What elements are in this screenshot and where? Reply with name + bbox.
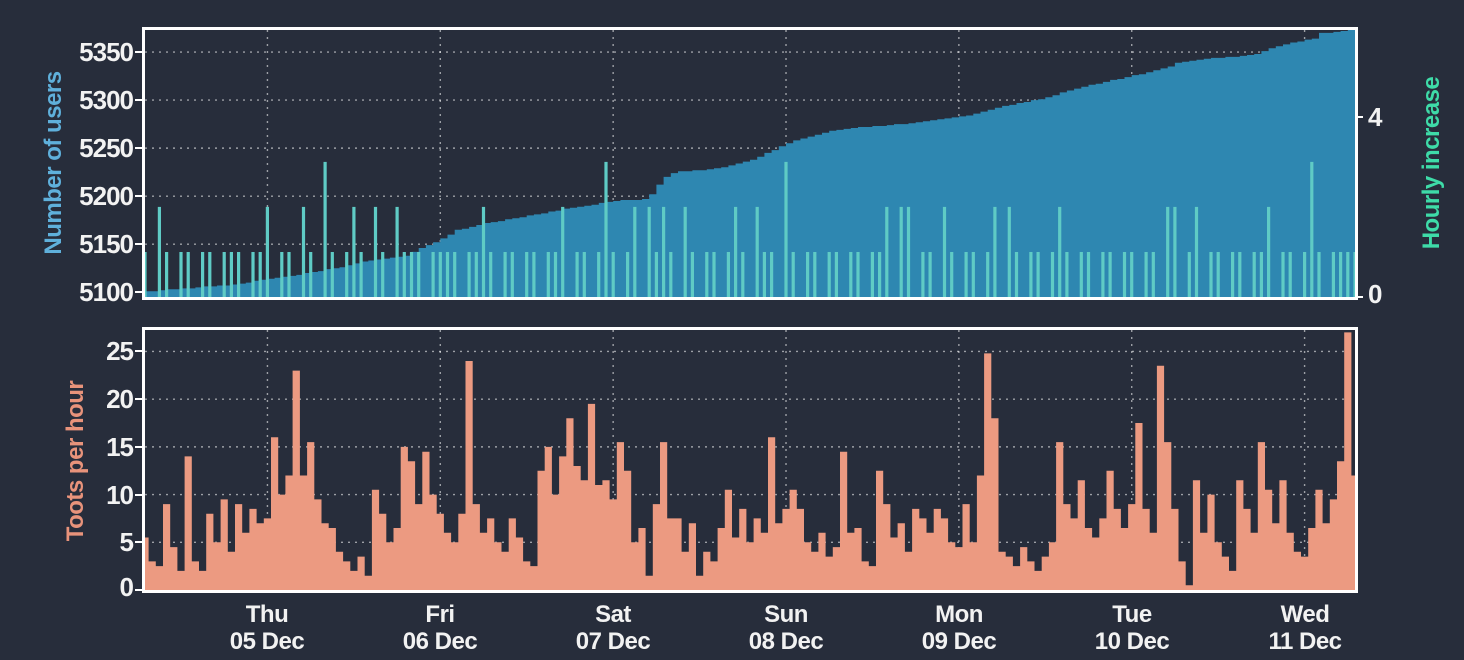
toots-ytick-0: 0 [119,572,134,602]
xtick-sun: Sun 08 Dec [716,601,856,655]
xtick-date: 08 Dec [748,628,824,655]
increase-ytick-4: 4 [1368,102,1383,132]
xtick-day: Sun [764,601,808,628]
xtick-date: 09 Dec [921,628,997,655]
axis-tick-mark [135,494,142,496]
xtick-date: 11 Dec [1268,628,1342,655]
axis-tick-mark [135,446,142,448]
axis-tick-mark [1356,296,1363,298]
toots-ytick-15: 15 [106,432,134,462]
xtick-date: 10 Dec [1094,628,1170,655]
axis-tick-mark [135,541,142,543]
axis-tick-mark [135,147,142,149]
users-ytick-5250: 5250 [79,133,134,163]
increase-axis-title: Hourly increase [1418,76,1445,250]
axis-tick-mark [135,291,142,293]
toots-ytick-20: 20 [106,384,134,414]
toots-ytick-10: 10 [106,480,134,510]
axis-tick-mark [135,243,142,245]
xtick-mon: Mon 09 Dec [889,601,1029,655]
axis-tick-mark [135,51,142,53]
xtick-thu: Thu 05 Dec [197,601,337,655]
xtick-fri: Fri 06 Dec [370,601,510,655]
toots-ytick-25: 25 [106,336,134,366]
xtick-day: Mon [935,601,983,628]
users-axis-title: Number of users [40,71,67,255]
toots-chart-panel [142,327,1358,593]
users-ytick-5100: 5100 [79,277,134,307]
toots-axis-title: Toots per hour [62,380,89,542]
xtick-day: Wed [1280,601,1330,628]
axis-tick-mark [1356,116,1363,118]
axis-tick-mark [135,99,142,101]
users-ytick-5350: 5350 [79,37,134,67]
users-ytick-5200: 5200 [79,181,134,211]
xtick-day: Sat [595,601,631,628]
xtick-day: Thu [245,601,289,628]
axis-tick-mark [135,589,142,591]
axis-tick-mark [135,195,142,197]
users-ytick-5300: 5300 [79,85,134,115]
xtick-wed: Wed 11 Dec [1235,601,1375,655]
toots-chart-plot [145,330,1355,590]
xtick-date: 05 Dec [229,628,305,655]
axis-tick-mark [135,398,142,400]
xtick-tue: Tue 10 Dec [1062,601,1202,655]
xtick-day: Tue [1112,601,1152,628]
increase-ytick-0: 0 [1368,279,1383,309]
users-chart-plot [145,30,1355,297]
xtick-date: 06 Dec [402,628,478,655]
toots-ytick-5: 5 [119,527,134,557]
xtick-date: 07 Dec [575,628,651,655]
users-ytick-5150: 5150 [79,229,134,259]
xtick-day: Fri [425,601,455,628]
users-chart-panel [142,27,1358,300]
xtick-sat: Sat 07 Dec [543,601,683,655]
axis-tick-mark [135,350,142,352]
